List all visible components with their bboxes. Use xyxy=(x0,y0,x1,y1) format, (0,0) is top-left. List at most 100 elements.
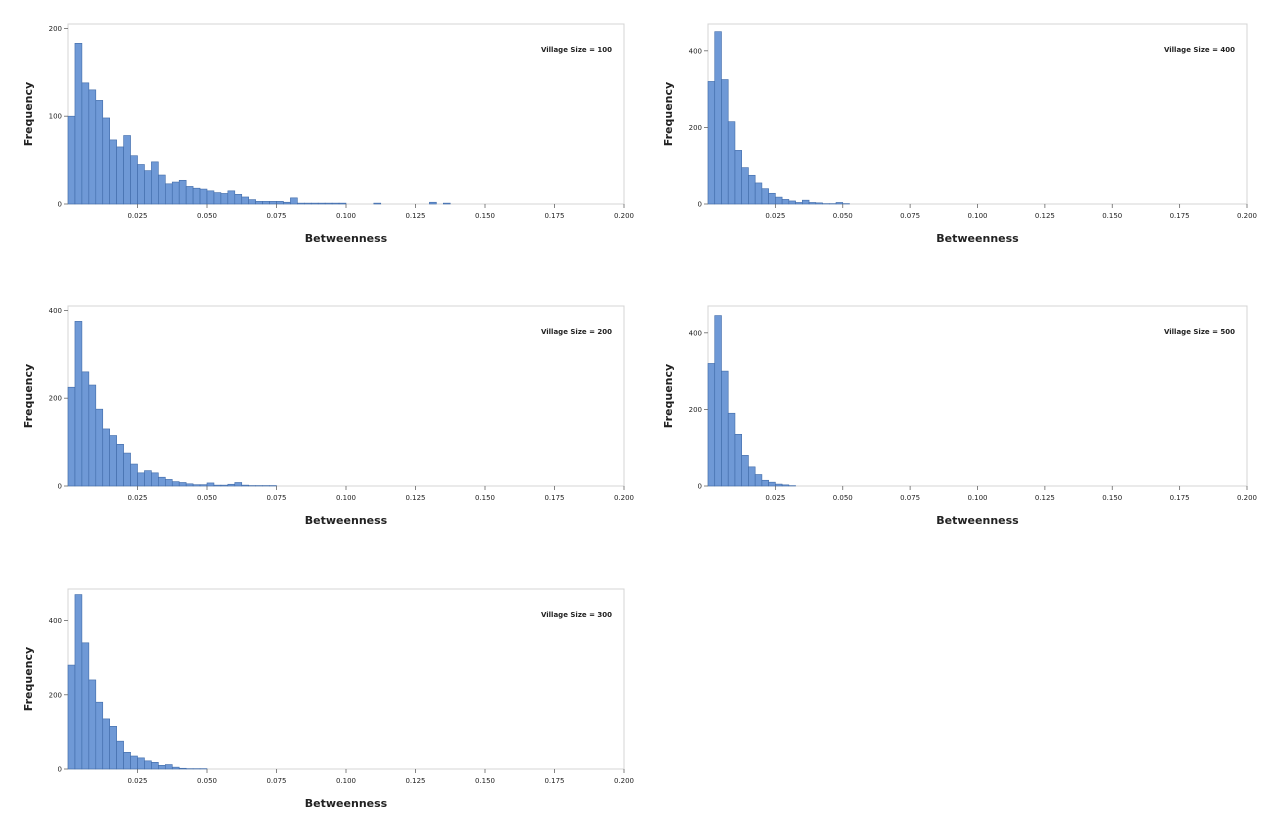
histogram-bar xyxy=(88,89,97,205)
histogram-bar xyxy=(781,484,790,487)
y-tick-label: 400 xyxy=(49,617,62,625)
histogram-bar xyxy=(116,740,124,770)
histogram-bar xyxy=(95,408,104,487)
histogram-bar xyxy=(158,764,166,770)
histogram-bar xyxy=(754,474,763,487)
x-axis-title: Betweenness xyxy=(305,232,388,245)
histogram-bar xyxy=(171,181,180,205)
histogram-bar xyxy=(158,174,166,205)
histogram-bar xyxy=(206,482,215,487)
histogram-bar xyxy=(123,135,131,205)
x-tick-label: 0.025 xyxy=(127,494,147,502)
histogram-bar xyxy=(144,170,152,205)
histogram-bar xyxy=(171,766,180,770)
histogram-bar xyxy=(199,484,208,487)
histogram-bar xyxy=(213,192,222,205)
x-tick-label: 0.200 xyxy=(614,494,634,502)
histogram-bar xyxy=(748,466,756,487)
histogram-bar xyxy=(331,202,340,205)
histogram-bar xyxy=(714,31,722,205)
x-tick-label: 0.175 xyxy=(544,777,564,785)
x-tick-label: 0.150 xyxy=(475,212,495,220)
histogram-bar xyxy=(81,371,90,487)
histogram-bar xyxy=(754,182,763,205)
x-tick-label: 0.075 xyxy=(900,212,920,220)
y-tick-label: 0 xyxy=(58,483,62,491)
x-tick-label: 0.100 xyxy=(336,494,356,502)
histogram-bar xyxy=(185,186,194,205)
histogram-bar xyxy=(317,202,326,205)
histogram-bar xyxy=(109,726,117,770)
histogram-bar xyxy=(81,82,90,205)
histogram-bar xyxy=(151,161,159,205)
histogram-bar xyxy=(775,196,783,205)
x-tick-label: 0.075 xyxy=(266,494,286,502)
x-axis-title: Betweenness xyxy=(936,232,1019,245)
x-tick-label: 0.050 xyxy=(197,494,217,502)
histogram-bar xyxy=(88,679,97,770)
histogram-bar xyxy=(248,199,256,205)
village-size-annotation: Village Size = 100 xyxy=(541,46,612,54)
histogram-bar xyxy=(158,476,166,487)
histogram-bar xyxy=(206,190,215,205)
histogram-bar xyxy=(144,470,152,487)
plot-area xyxy=(707,23,1248,205)
histogram-bar xyxy=(116,146,124,205)
histogram-bar xyxy=(338,202,347,205)
histogram-svg: 0 200 400 0.025 0.050 0.075 0.100 0.125 0.150 0.1… xyxy=(662,305,1257,527)
histogram-bar xyxy=(802,199,810,205)
histogram-bar xyxy=(815,202,823,205)
x-tick-label: 0.025 xyxy=(765,212,785,220)
histogram-svg: 0 200 400 0.025 0.050 0.075 0.100 0.125 0.150 0.1… xyxy=(22,588,634,810)
x-tick-label: 0.125 xyxy=(405,212,425,220)
x-tick-label: 0.150 xyxy=(1102,494,1122,502)
histogram-svg: 0 200 400 0.025 0.050 0.075 0.100 0.125 0.150 0.1… xyxy=(22,305,634,527)
x-tick-label: 0.100 xyxy=(967,212,987,220)
x-tick-label: 0.100 xyxy=(336,212,356,220)
histogram-bar xyxy=(123,452,131,487)
histogram-bar xyxy=(781,199,790,205)
histogram-bar xyxy=(151,472,159,487)
histogram-bar xyxy=(269,201,277,205)
y-tick-label: 400 xyxy=(689,329,702,337)
histogram-bar xyxy=(227,483,236,487)
y-tick-label: 100 xyxy=(49,113,62,121)
histogram-bar xyxy=(741,455,749,487)
histogram-bar xyxy=(297,202,305,205)
x-tick-label: 0.100 xyxy=(336,777,356,785)
histogram-bar xyxy=(192,484,201,487)
histogram-bar xyxy=(234,194,243,205)
x-tick-label: 0.050 xyxy=(833,212,853,220)
x-tick-label: 0.125 xyxy=(1035,212,1055,220)
histogram-bar xyxy=(310,202,319,205)
histogram-bar xyxy=(67,386,76,487)
y-tick-label: 0 xyxy=(58,201,62,209)
histogram-bar xyxy=(213,484,222,487)
x-tick-label: 0.050 xyxy=(197,777,217,785)
histogram-bar xyxy=(130,755,138,770)
x-tick-label: 0.200 xyxy=(1237,212,1257,220)
histogram-panel-village-300: 0 200 400 0.025 0.050 0.075 0.100 0.125 0.150 0.1… xyxy=(18,585,638,823)
histogram-bar xyxy=(714,315,722,487)
y-axis-title: Frequency xyxy=(22,647,35,711)
x-tick-label: 0.175 xyxy=(544,212,564,220)
histogram-bar xyxy=(95,701,104,770)
x-tick-label: 0.125 xyxy=(405,777,425,785)
histogram-bar xyxy=(290,197,298,205)
x-tick-label: 0.075 xyxy=(266,777,286,785)
x-axis-title: Betweenness xyxy=(305,797,388,810)
y-tick-label: 200 xyxy=(49,25,62,33)
plot-area xyxy=(707,305,1248,487)
x-tick-label: 0.200 xyxy=(614,212,634,220)
histogram-bar xyxy=(123,751,131,770)
histogram-panel-village-400: 0 200 400 0.025 0.050 0.075 0.100 0.125 0.150 0.1… xyxy=(658,20,1261,260)
histogram-panel-village-200: 0 200 400 0.025 0.050 0.075 0.100 0.125 0.150 0.1… xyxy=(18,302,638,542)
y-tick-label: 0 xyxy=(58,766,62,774)
histogram-bar xyxy=(373,202,382,205)
histogram-bar xyxy=(116,443,124,487)
y-axis-title: Frequency xyxy=(662,364,675,428)
x-tick-label: 0.025 xyxy=(127,212,147,220)
histogram-bar xyxy=(137,164,145,205)
histogram-bar xyxy=(442,202,451,205)
histogram-bar xyxy=(734,433,742,487)
